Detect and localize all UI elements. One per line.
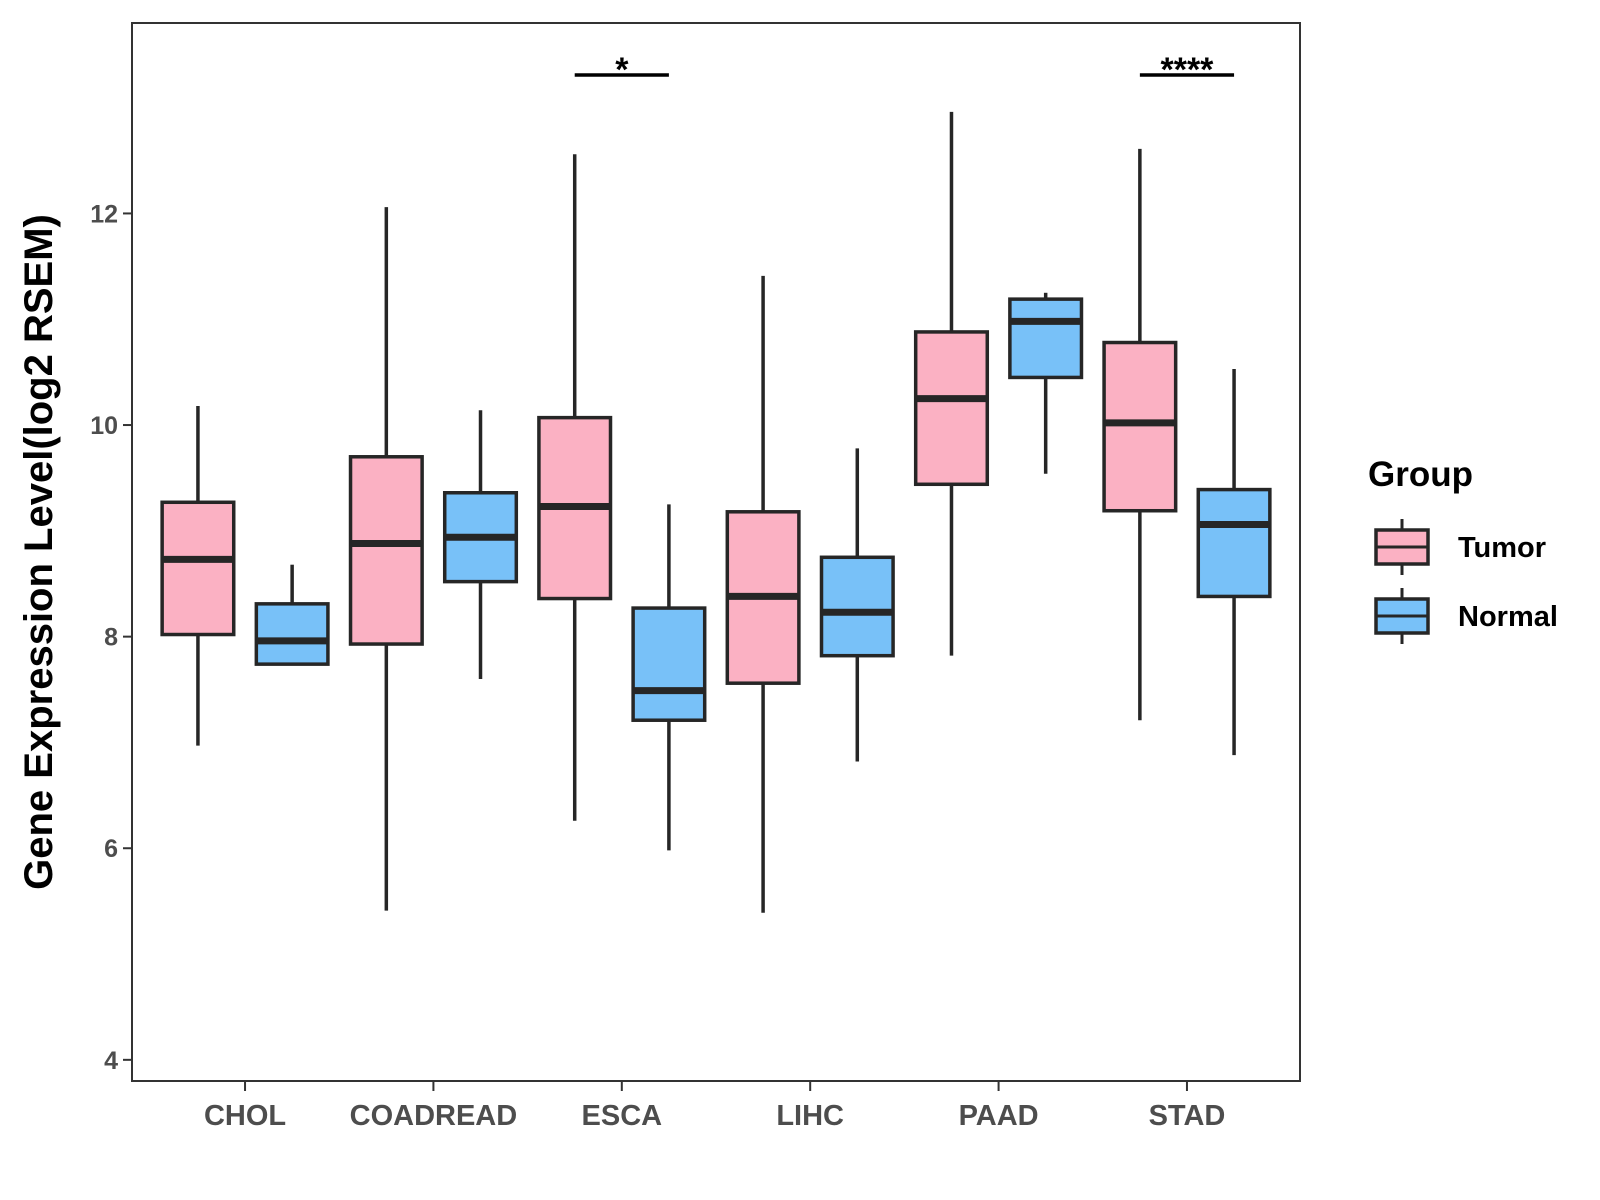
- box-body: [631, 606, 707, 722]
- box-body: [819, 555, 895, 658]
- box-body: [160, 500, 236, 637]
- x-tick-label-stad: STAD: [1149, 1100, 1226, 1132]
- x-tick-label-esca: ESCA: [582, 1100, 663, 1132]
- legend-label: Tumor: [1458, 532, 1546, 564]
- significance-label: ****: [1160, 51, 1214, 89]
- box-body: [1102, 340, 1178, 513]
- legend-label: Normal: [1458, 601, 1558, 633]
- plot-panel: [131, 22, 1301, 1082]
- box-series: [160, 111, 1272, 913]
- box-body: [1196, 487, 1272, 599]
- y-tick-label: 10: [90, 412, 118, 440]
- y-axis-title: Gene Expression Level(log2 RSEM): [17, 214, 61, 890]
- box-tumor-chol: [160, 405, 236, 746]
- box-normal-coadread: [442, 410, 519, 679]
- legend-item-normal: Normal: [1374, 588, 1558, 644]
- box-normal-esca: [631, 504, 707, 851]
- box-tumor-coadread: [348, 207, 424, 911]
- box-body: [348, 455, 424, 646]
- box-tumor-paad: [913, 111, 990, 656]
- x-tick-label-lihc: LIHC: [776, 1100, 844, 1132]
- y-tick-label: 12: [90, 200, 118, 228]
- x-tick-label-coadread: COADREAD: [350, 1100, 518, 1132]
- legend-title: Group: [1368, 455, 1473, 494]
- x-tick-label-paad: PAAD: [959, 1100, 1039, 1132]
- y-tick-label: 6: [104, 835, 118, 863]
- box-normal-paad: [1008, 292, 1084, 474]
- y-tick-label: 8: [104, 624, 118, 652]
- legend: Group Tumor Normal: [1368, 455, 1558, 644]
- box-body: [913, 330, 990, 487]
- x-axis: CHOL COADREAD ESCA LIHC PAAD STAD: [204, 1081, 1225, 1132]
- box-normal-stad: [1196, 368, 1272, 756]
- y-axis: 4 6 8 10 12: [90, 200, 132, 1075]
- box-body: [1008, 297, 1084, 380]
- box-body: [254, 602, 330, 666]
- box-normal-lihc: [819, 448, 895, 762]
- significance-label: *: [615, 51, 629, 89]
- box-tumor-stad: [1102, 148, 1178, 721]
- box-tumor-lihc: [725, 275, 801, 913]
- box-tumor-esca: [537, 154, 613, 821]
- x-tick-label-chol: CHOL: [204, 1100, 286, 1132]
- box-normal-chol: [254, 564, 330, 666]
- legend-item-tumor: Tumor: [1374, 519, 1546, 575]
- y-tick-label: 4: [104, 1047, 118, 1075]
- significance-annotations: * ****: [574, 51, 1235, 89]
